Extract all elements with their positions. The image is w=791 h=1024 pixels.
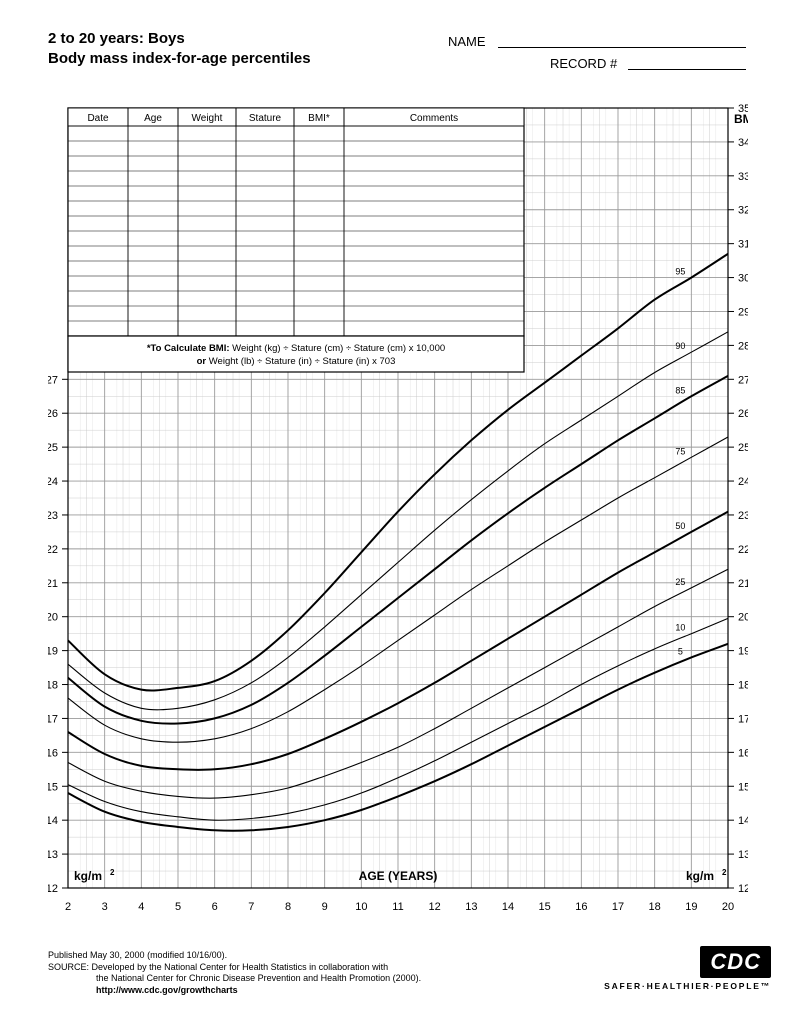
svg-text:32: 32 — [738, 205, 748, 217]
svg-text:15: 15 — [738, 781, 748, 793]
svg-text:24: 24 — [738, 476, 748, 488]
svg-text:Date: Date — [87, 113, 109, 124]
svg-text:28: 28 — [738, 340, 748, 352]
svg-text:29: 29 — [738, 306, 748, 318]
svg-text:10: 10 — [675, 623, 685, 633]
svg-text:13: 13 — [48, 849, 58, 861]
svg-text:21: 21 — [48, 578, 58, 590]
svg-text:6: 6 — [212, 901, 218, 913]
svg-text:19: 19 — [685, 901, 697, 913]
svg-text:30: 30 — [738, 273, 748, 285]
growth-chart: 234567891011121314151617181920AGE (YEARS… — [48, 78, 748, 938]
svg-text:16: 16 — [738, 747, 748, 759]
svg-text:5: 5 — [175, 901, 181, 913]
svg-text:26: 26 — [738, 408, 748, 420]
svg-text:25: 25 — [675, 577, 685, 587]
svg-text:25: 25 — [738, 442, 748, 454]
svg-text:AGE (YEARS): AGE (YEARS) — [359, 869, 438, 883]
svg-text:3: 3 — [102, 901, 108, 913]
svg-text:2: 2 — [65, 901, 71, 913]
svg-text:90: 90 — [675, 341, 685, 351]
svg-text:20: 20 — [738, 612, 748, 624]
svg-text:19: 19 — [48, 646, 58, 658]
svg-text:*To Calculate BMI: Weight (kg): *To Calculate BMI: Weight (kg) ÷ Stature… — [147, 343, 445, 354]
svg-text:23: 23 — [738, 510, 748, 522]
svg-text:17: 17 — [48, 713, 58, 725]
svg-text:12: 12 — [429, 901, 441, 913]
svg-text:17: 17 — [612, 901, 624, 913]
svg-text:5: 5 — [678, 646, 683, 656]
svg-text:75: 75 — [675, 446, 685, 456]
source-line: SOURCE: Developed by the National Center… — [48, 962, 421, 974]
svg-text:BMI: BMI — [734, 112, 748, 126]
svg-text:13: 13 — [465, 901, 477, 913]
svg-text:18: 18 — [48, 680, 58, 692]
svg-text:85: 85 — [675, 385, 685, 395]
svg-text:11: 11 — [392, 901, 403, 913]
svg-text:20: 20 — [722, 901, 734, 913]
svg-text:24: 24 — [48, 476, 58, 488]
name-label: NAME — [448, 34, 486, 49]
svg-text:17: 17 — [738, 713, 748, 725]
svg-text:kg/m: kg/m — [74, 869, 102, 883]
svg-text:23: 23 — [48, 510, 58, 522]
page: 2 to 20 years: Boys Body mass index-for-… — [0, 0, 791, 1024]
svg-text:Weight: Weight — [192, 113, 223, 124]
svg-text:22: 22 — [738, 544, 748, 556]
record-label: RECORD # — [550, 56, 617, 71]
svg-text:2: 2 — [722, 868, 727, 877]
source-line-2: the National Center for Chronic Disease … — [48, 973, 421, 985]
cdc-tagline: SAFER·HEALTHIER·PEOPLE™ — [604, 981, 771, 991]
svg-text:21: 21 — [738, 578, 748, 590]
svg-text:13: 13 — [738, 849, 748, 861]
cdc-block: CDC SAFER·HEALTHIER·PEOPLE™ — [604, 946, 771, 991]
svg-text:or Weight (lb) ÷ Stature (in): or Weight (lb) ÷ Stature (in) ÷ Stature … — [197, 356, 396, 367]
svg-text:14: 14 — [738, 815, 748, 827]
footer-citation: Published May 30, 2000 (modified 10/16/0… — [48, 950, 421, 997]
svg-text:26: 26 — [48, 408, 58, 420]
svg-text:15: 15 — [539, 901, 551, 913]
svg-text:Comments: Comments — [410, 113, 458, 124]
svg-text:Stature: Stature — [249, 113, 282, 124]
chart-subtitle: Body mass index-for-age percentiles — [48, 50, 311, 67]
name-input-line[interactable] — [498, 47, 746, 48]
source-url: http://www.cdc.gov/growthcharts — [48, 985, 421, 997]
svg-text:14: 14 — [502, 901, 514, 913]
svg-text:22: 22 — [48, 544, 58, 556]
svg-text:16: 16 — [575, 901, 587, 913]
svg-text:7: 7 — [248, 901, 254, 913]
svg-text:19: 19 — [738, 646, 748, 658]
chart-title: 2 to 20 years: Boys — [48, 30, 185, 47]
svg-text:15: 15 — [48, 781, 58, 793]
svg-text:9: 9 — [322, 901, 328, 913]
svg-text:4: 4 — [138, 901, 144, 913]
svg-text:18: 18 — [738, 680, 748, 692]
svg-text:16: 16 — [48, 747, 58, 759]
svg-text:31: 31 — [738, 239, 748, 251]
svg-text:12: 12 — [738, 883, 748, 895]
cdc-logo: CDC — [700, 946, 771, 978]
svg-text:Age: Age — [144, 113, 162, 124]
svg-text:10: 10 — [355, 901, 367, 913]
svg-text:25: 25 — [48, 442, 58, 454]
svg-text:8: 8 — [285, 901, 291, 913]
svg-text:kg/m: kg/m — [686, 869, 714, 883]
svg-text:18: 18 — [649, 901, 661, 913]
svg-text:27: 27 — [48, 374, 58, 386]
svg-text:95: 95 — [675, 267, 685, 277]
svg-text:2: 2 — [110, 868, 115, 877]
svg-text:33: 33 — [738, 171, 748, 183]
published-date: Published May 30, 2000 (modified 10/16/0… — [48, 950, 421, 962]
svg-text:34: 34 — [738, 137, 748, 149]
svg-text:27: 27 — [738, 374, 748, 386]
svg-text:BMI*: BMI* — [308, 113, 330, 124]
svg-text:50: 50 — [675, 521, 685, 531]
svg-text:20: 20 — [48, 612, 58, 624]
svg-text:14: 14 — [48, 815, 58, 827]
svg-text:12: 12 — [48, 883, 58, 895]
record-input-line[interactable] — [628, 69, 746, 70]
